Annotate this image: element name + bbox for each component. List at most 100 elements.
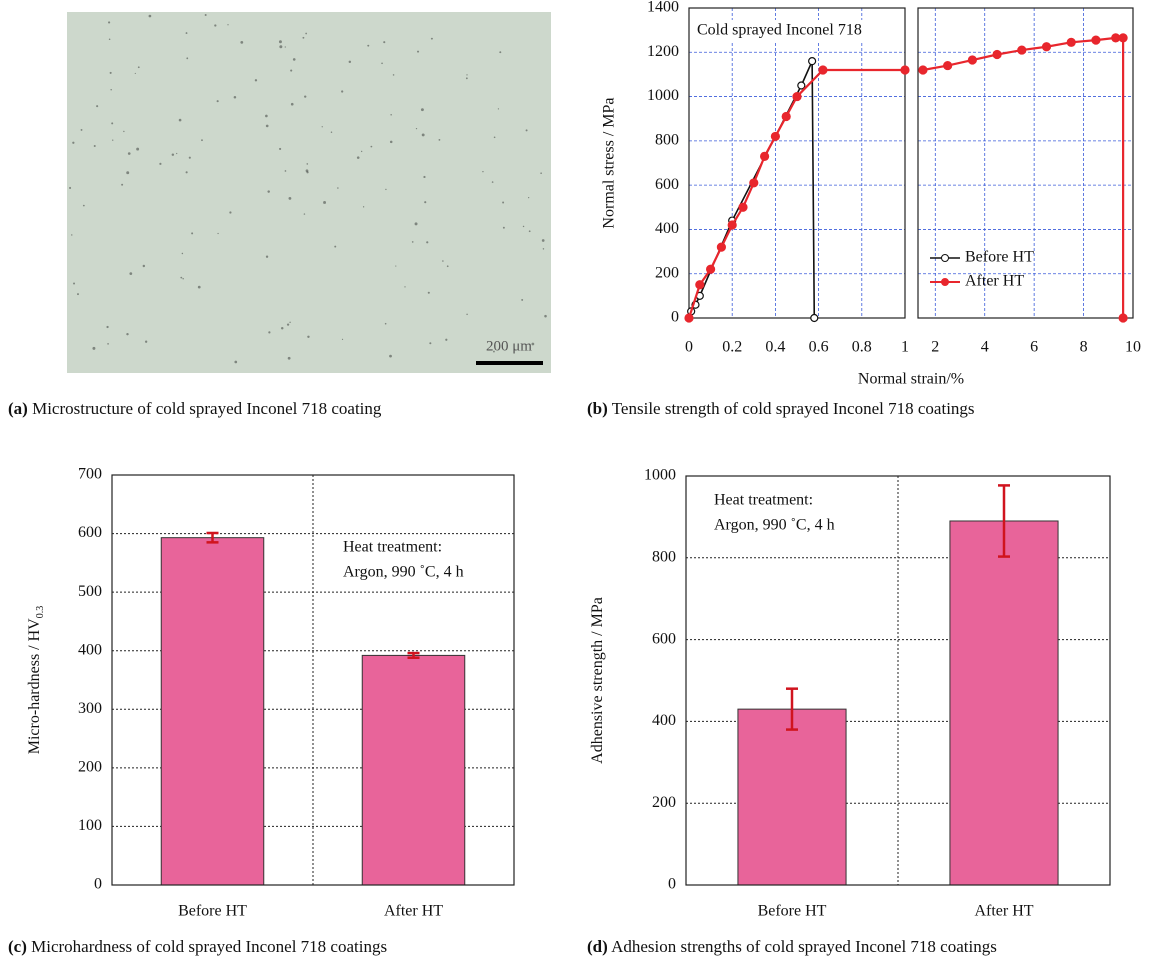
speck bbox=[227, 24, 229, 26]
speck bbox=[304, 95, 307, 98]
micrograph-specks bbox=[69, 14, 547, 364]
y-axis-label-text: Adhensive strength / MPa bbox=[589, 597, 606, 764]
data-point bbox=[1091, 35, 1101, 45]
caption: (d) Adhesion strengths of cold sprayed I… bbox=[587, 937, 997, 956]
speck bbox=[307, 335, 310, 338]
caption: (c) Microhardness of cold sprayed Incone… bbox=[8, 937, 387, 956]
speck bbox=[321, 126, 323, 128]
speck bbox=[341, 338, 344, 340]
y-tick-label: 400 bbox=[652, 712, 676, 729]
x-tick-label: 4 bbox=[981, 339, 989, 356]
series-line bbox=[687, 68, 905, 319]
speck bbox=[330, 131, 333, 134]
speck bbox=[234, 360, 238, 364]
speck bbox=[370, 145, 373, 148]
data-point bbox=[749, 178, 759, 188]
speck bbox=[426, 241, 429, 244]
speck bbox=[180, 276, 183, 279]
data-point bbox=[770, 131, 781, 142]
data-point bbox=[967, 55, 977, 65]
speck bbox=[127, 152, 131, 155]
speck bbox=[108, 38, 111, 41]
speck bbox=[528, 230, 531, 233]
speck bbox=[337, 187, 339, 189]
plot-frame bbox=[917, 7, 1134, 319]
caption-label: (b) bbox=[587, 399, 608, 418]
speck bbox=[360, 150, 363, 153]
y-tick-label: 200 bbox=[652, 794, 676, 811]
bar bbox=[160, 537, 265, 886]
legend-label: Before HT bbox=[965, 249, 1034, 266]
speck bbox=[229, 211, 232, 214]
speck bbox=[502, 226, 505, 229]
annotation: Heat treatment: bbox=[714, 492, 813, 509]
data-point bbox=[943, 60, 953, 71]
data-point bbox=[695, 280, 705, 290]
speck bbox=[77, 293, 79, 296]
speck bbox=[134, 72, 136, 75]
speck bbox=[92, 346, 96, 350]
speck bbox=[233, 96, 237, 99]
speck bbox=[185, 32, 188, 35]
speck bbox=[389, 140, 393, 144]
x-tick-label: After HT bbox=[974, 903, 1033, 920]
speck bbox=[80, 128, 83, 131]
speck bbox=[279, 147, 282, 150]
speck bbox=[188, 156, 191, 159]
speck bbox=[334, 245, 337, 248]
speck bbox=[289, 321, 291, 324]
speck bbox=[492, 350, 495, 353]
caption-text: Microhardness of cold sprayed Inconel 71… bbox=[31, 937, 387, 956]
speck bbox=[265, 124, 269, 128]
plot-frame bbox=[685, 475, 1111, 886]
y-axis-label: Normal stress / MPa bbox=[601, 97, 618, 228]
y-axis-label: Adhensive strength / MPa bbox=[589, 597, 606, 764]
x-tick-label: 6 bbox=[1030, 339, 1038, 356]
speck bbox=[341, 90, 344, 93]
speck bbox=[108, 21, 111, 24]
data-point bbox=[797, 81, 806, 90]
speck bbox=[96, 105, 99, 108]
speck bbox=[142, 264, 146, 268]
x-tick-label: 1 bbox=[901, 339, 909, 356]
speck bbox=[111, 122, 114, 125]
speck bbox=[362, 206, 365, 208]
speck bbox=[389, 354, 392, 358]
speck bbox=[521, 298, 524, 301]
speck bbox=[110, 89, 112, 91]
speck bbox=[279, 45, 283, 49]
speck bbox=[423, 175, 426, 179]
speck bbox=[502, 201, 505, 204]
speck bbox=[284, 170, 287, 172]
speck bbox=[541, 239, 545, 242]
y-axis-label: Micro-hardness / HV0.3 bbox=[26, 606, 46, 754]
y-tick-label: 400 bbox=[78, 641, 102, 658]
speck bbox=[290, 69, 293, 72]
speck bbox=[491, 181, 494, 183]
x-tick-label: 0.6 bbox=[809, 339, 829, 356]
annotation: Heat treatment: bbox=[343, 539, 442, 556]
speck bbox=[278, 40, 282, 44]
legend-marker bbox=[941, 254, 949, 262]
speck bbox=[438, 138, 441, 141]
speck bbox=[82, 204, 85, 207]
speck bbox=[73, 282, 76, 285]
data-point bbox=[781, 111, 791, 122]
speck bbox=[107, 343, 109, 345]
speck bbox=[287, 356, 291, 360]
y-tick-label: 600 bbox=[655, 176, 679, 193]
bar bbox=[737, 708, 847, 886]
y-tick-label: 800 bbox=[652, 548, 676, 565]
speck bbox=[367, 44, 370, 47]
x-tick-label: After HT bbox=[384, 903, 443, 920]
speck bbox=[465, 77, 468, 80]
legend-marker bbox=[941, 278, 949, 286]
speck bbox=[499, 51, 502, 54]
speck bbox=[525, 129, 528, 132]
speck bbox=[265, 114, 268, 118]
y-tick-label: 800 bbox=[655, 132, 679, 149]
speck bbox=[71, 234, 73, 236]
y-tick-label: 500 bbox=[78, 583, 102, 600]
y-tick-label: 600 bbox=[78, 524, 102, 541]
